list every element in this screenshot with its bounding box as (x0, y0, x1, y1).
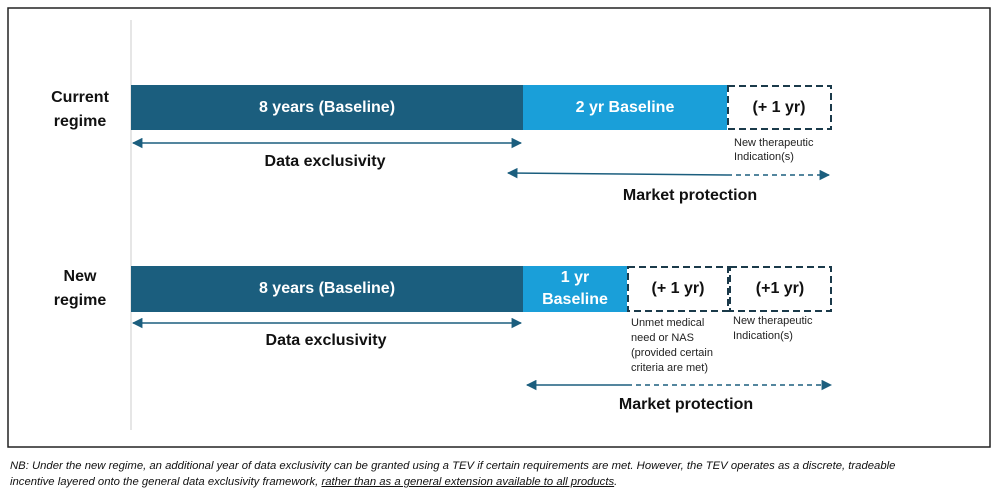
arrow-label: Data exclusivity (265, 153, 386, 170)
bar-label: (+ 1 yr) (753, 99, 806, 116)
dashed-box (727, 85, 832, 130)
bar-label: 8 years (Baseline) (259, 280, 395, 297)
footnote: NB: Under the new regime, an additional … (10, 458, 995, 490)
frame (7, 7, 991, 448)
bar-label: 8 years (Baseline) (259, 99, 395, 116)
note: need or NAS (631, 332, 694, 344)
bar-label: (+ 1 yr) (652, 280, 705, 297)
footnote-underline: rather than as a general extension avail… (321, 476, 615, 488)
note: Unmet medical (631, 317, 704, 329)
arrow-label: Market protection (619, 396, 753, 413)
note: Indication(s) (734, 151, 794, 163)
note: (provided certain (631, 347, 713, 359)
arrow-label: Market protection (623, 187, 757, 204)
footnote-text: . (614, 476, 618, 488)
bar-label: (+1 yr) (756, 280, 804, 297)
arrow (506, 167, 728, 179)
note: criteria are met) (631, 362, 708, 374)
footnote-text: incentive layered onto the general data … (10, 476, 322, 488)
bar (523, 85, 727, 130)
bar-label: 2 yr Baseline (576, 99, 675, 116)
bar (131, 266, 523, 312)
note: New therapeutic (733, 315, 813, 327)
regime-label: regime (54, 292, 107, 309)
regime-label: regime (54, 113, 107, 130)
regime-label: Current (51, 89, 109, 106)
arrow-label: Data exclusivity (266, 332, 387, 349)
bar-label: Baseline (542, 291, 608, 308)
regime-label: New (64, 268, 97, 285)
diagram: Current regime 8 years (Baseline) 2 yr B… (7, 7, 991, 448)
note: New therapeutic (734, 137, 814, 149)
bar (523, 266, 627, 312)
bar (131, 85, 523, 130)
dashed-box (729, 266, 832, 312)
dashed-box (627, 266, 729, 312)
bar-label: 1 yr (561, 269, 589, 286)
note: Indication(s) (733, 330, 793, 342)
footnote-text: NB: Under the new regime, an additional … (10, 460, 896, 472)
